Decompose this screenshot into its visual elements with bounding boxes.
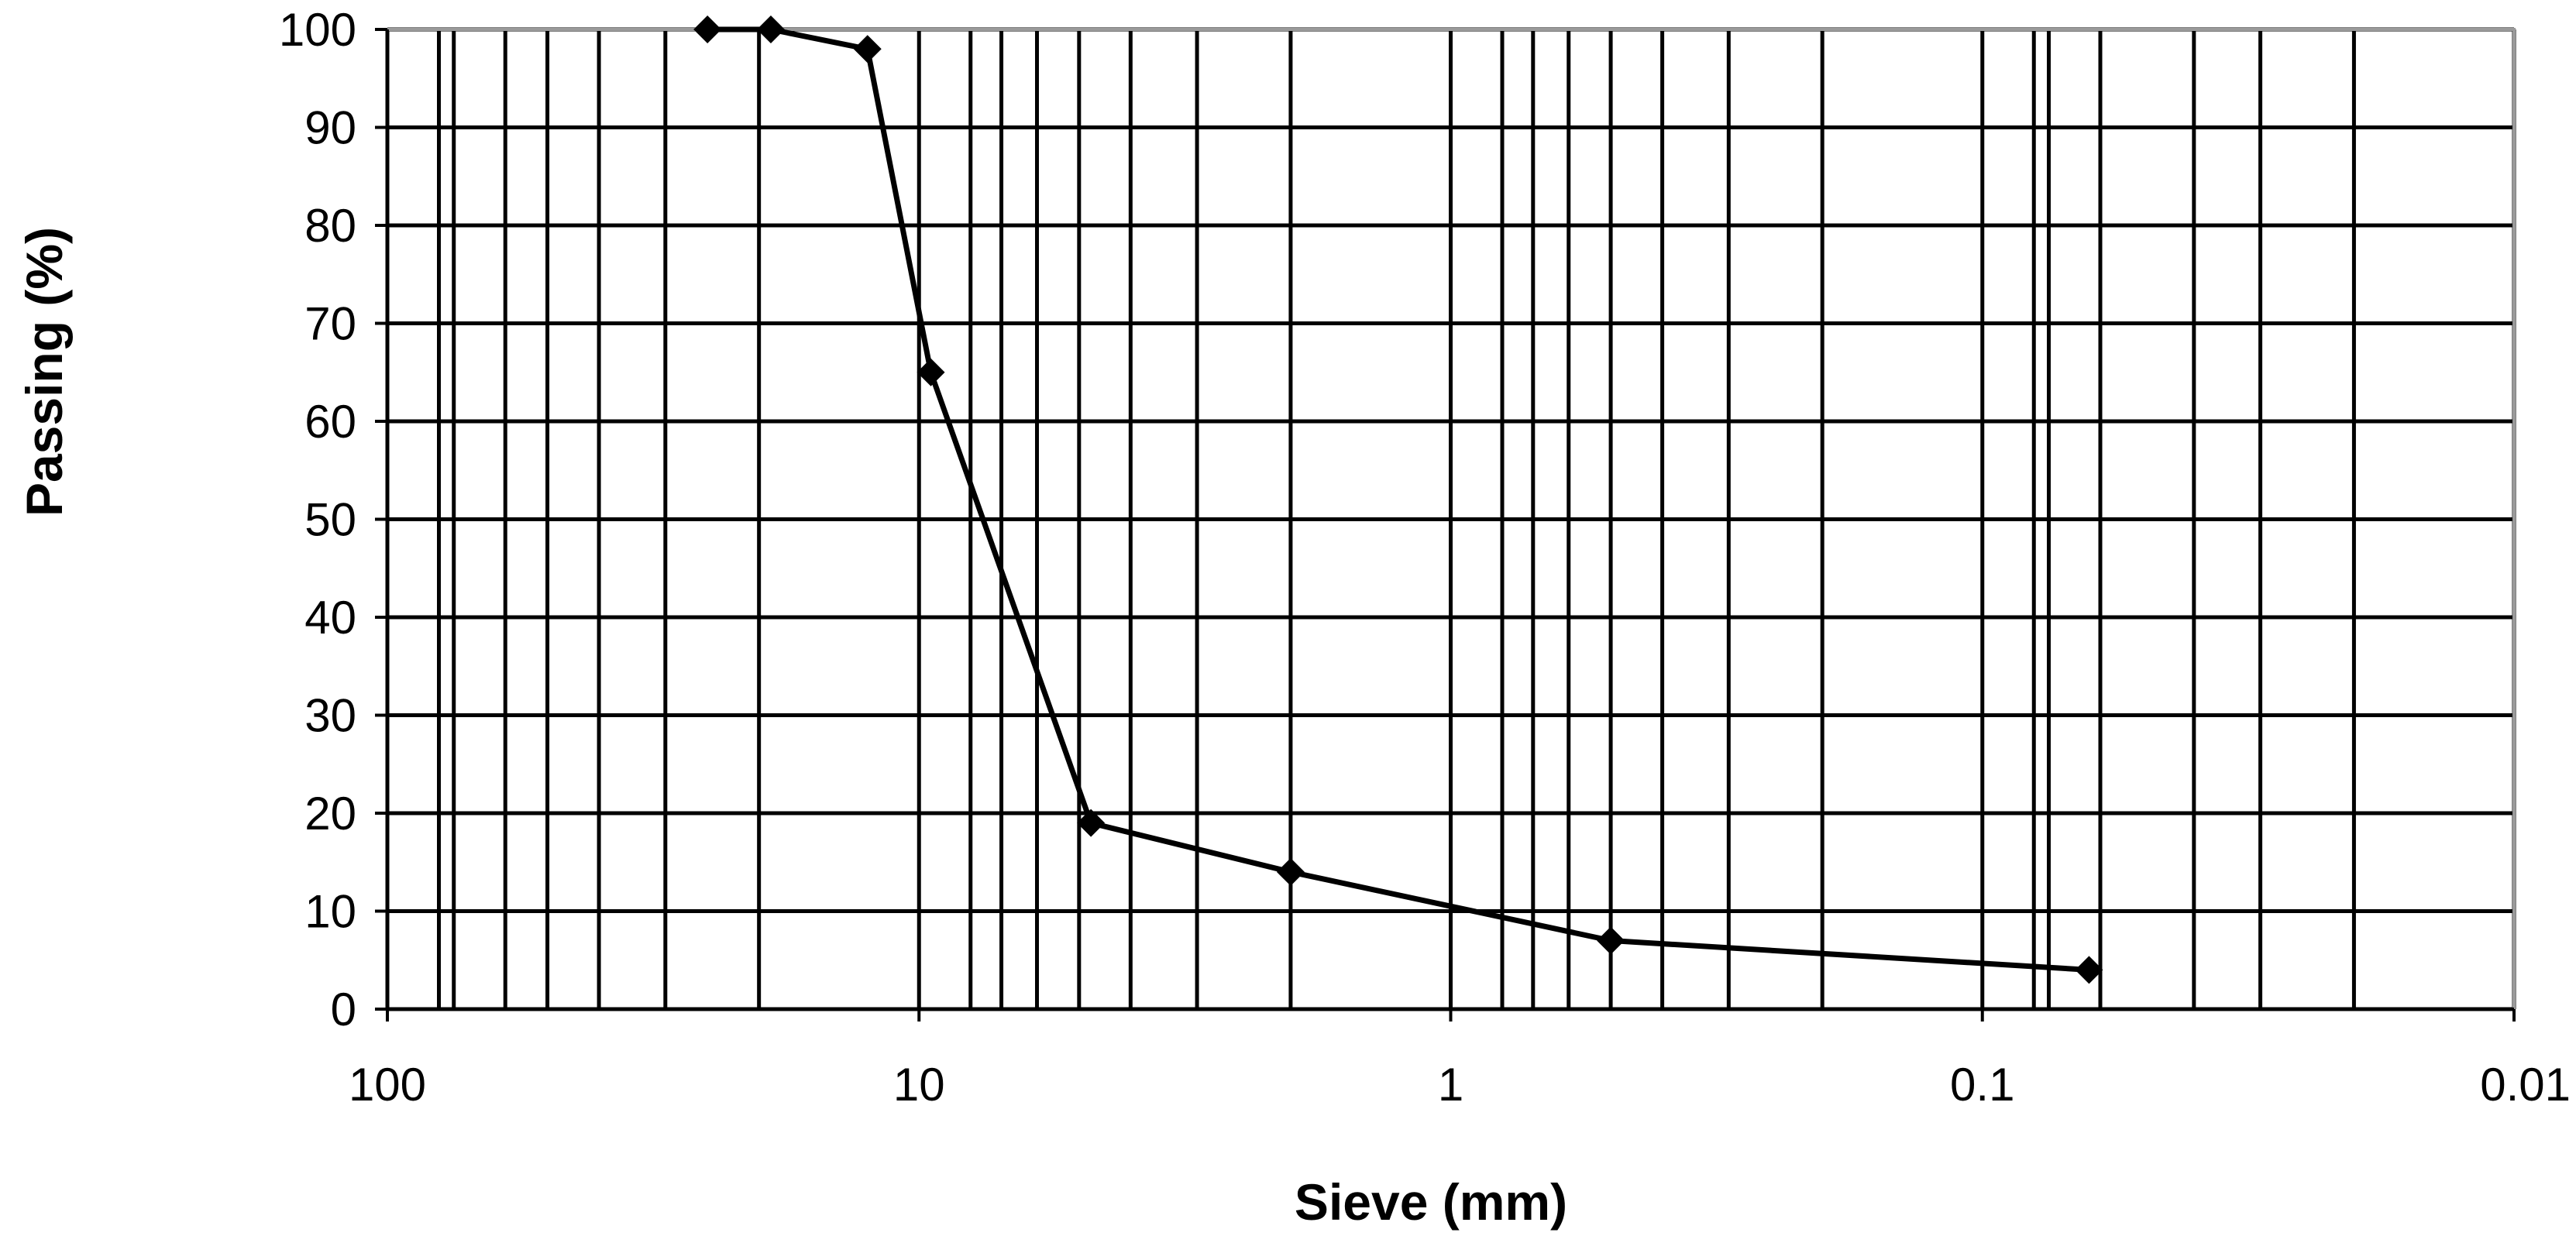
x-tick-label: 0.1: [1950, 1059, 2014, 1111]
data-point: [1077, 809, 1106, 837]
y-tick-label: 20: [304, 788, 356, 840]
y-tick-label: 30: [304, 690, 356, 742]
data-point: [1597, 926, 1625, 955]
y-tick-label: 60: [304, 396, 356, 448]
data-point: [693, 15, 722, 43]
series-line: [707, 26, 2089, 973]
y-tick-label: 90: [304, 102, 356, 154]
x-tick-label: 0.01: [2480, 1059, 2571, 1111]
y-tick-label: 100: [279, 4, 356, 56]
data-point: [756, 15, 785, 43]
data-point: [1276, 857, 1305, 886]
x-tick-label: 100: [349, 1059, 426, 1111]
y-tick-labels: 0 10 20 30 40 50 60 70 80 90 100: [279, 4, 356, 1035]
data-point: [853, 35, 882, 64]
y-tick-label: 10: [304, 886, 356, 938]
y-tick-label: 80: [304, 200, 356, 252]
y-tick-label: 0: [331, 984, 356, 1035]
x-tick-label: 10: [893, 1059, 945, 1111]
x-tick-label: 1: [1438, 1059, 1463, 1111]
x-tick-labels: 100 10 1 0.1 0.01: [349, 1059, 2571, 1111]
y-tick-label: 50: [304, 494, 356, 546]
axes: [375, 28, 2516, 1022]
y-tick-label: 40: [304, 592, 356, 644]
series: [693, 15, 2103, 984]
x-axis-title: Sieve (mm): [1295, 1173, 1567, 1231]
y-tick-label: 70: [304, 298, 356, 350]
grid: [385, 27, 2516, 1011]
data-point: [2075, 956, 2103, 984]
data-point: [917, 358, 945, 386]
y-axis-title: Passing (%): [15, 227, 73, 517]
